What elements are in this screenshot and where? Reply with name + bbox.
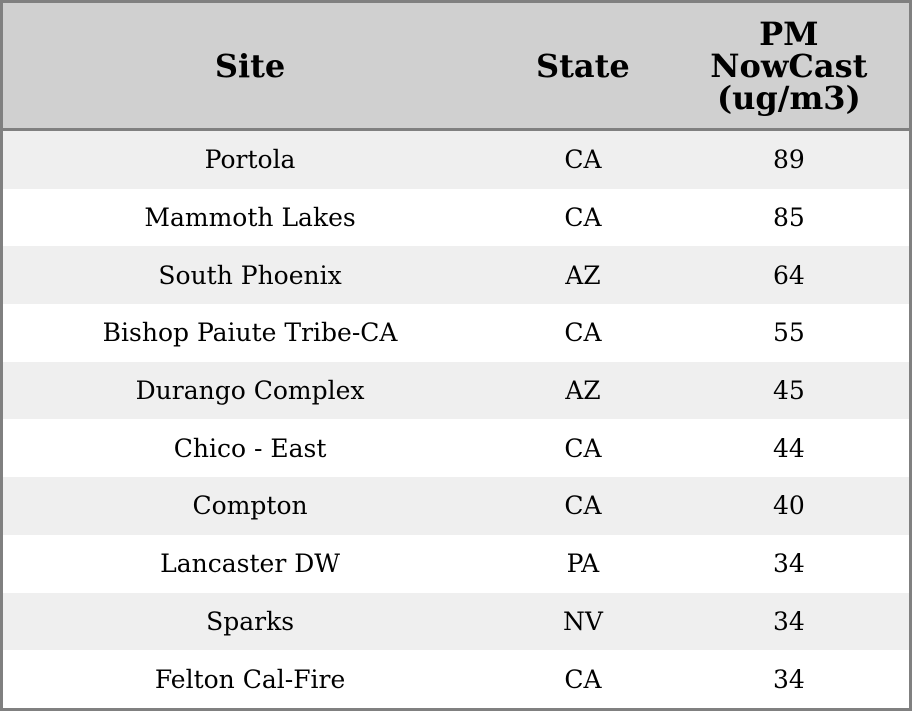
table-row: Mammoth Lakes CA 85 <box>2 189 911 247</box>
cell-site: Mammoth Lakes <box>144 203 356 233</box>
cell-state: CA <box>564 203 602 233</box>
cell-pm: 34 <box>772 664 805 694</box>
cell-state: CA <box>564 433 602 463</box>
cell-site: Portola <box>1 129 498 189</box>
header-row: Site State PM NowCast (ug/m3) <box>1 1 911 131</box>
cell-pm: 44 <box>772 433 805 463</box>
cell-state: AZ <box>497 246 669 305</box>
cell-state: CA <box>497 477 669 535</box>
header-pm-line3: (ug/m3) <box>716 78 861 117</box>
cell-state: PA <box>566 549 600 579</box>
cell-state: CA <box>564 318 602 348</box>
cell-site: Bishop Paiute Tribe-CA <box>102 318 398 348</box>
table-row: Durango Complex AZ 45 <box>1 361 911 420</box>
cell-pm: 34 <box>772 549 805 579</box>
cell-pm: 34 <box>668 592 911 651</box>
table-row: Bishop Paiute Tribe-CA CA 55 <box>2 304 911 362</box>
header-site: Site <box>1 1 498 131</box>
cell-pm: 89 <box>668 129 911 189</box>
table-row: Felton Cal-Fire CA 34 <box>2 650 911 709</box>
cell-pm: 40 <box>668 477 911 535</box>
cell-state: CA <box>564 664 602 694</box>
cell-state: AZ <box>497 361 669 420</box>
cell-site: Felton Cal-Fire <box>154 664 346 694</box>
cell-site: Durango Complex <box>1 361 498 420</box>
header-pm-line1: PM <box>759 14 819 53</box>
cell-site: Lancaster DW <box>160 549 340 579</box>
cell-pm: 85 <box>772 203 805 233</box>
cell-site: Chico - East <box>173 433 327 463</box>
header-state: State <box>497 1 669 131</box>
cell-pm: 55 <box>772 318 805 348</box>
header-pm-line2: NowCast <box>710 46 868 85</box>
table-row: Sparks NV 34 <box>1 592 911 651</box>
header-pm-nowcast: PM NowCast (ug/m3) <box>668 1 911 131</box>
cell-site: Sparks <box>1 592 498 651</box>
cell-state: CA <box>497 129 669 189</box>
cell-site: South Phoenix <box>1 246 498 305</box>
table-row: Chico - East CA 44 <box>2 419 911 477</box>
cell-site: Compton <box>1 477 498 535</box>
cell-pm: 45 <box>668 361 911 420</box>
cell-state: NV <box>497 592 669 651</box>
table-row: Lancaster DW PA 34 <box>2 535 911 593</box>
table-row: Portola CA 89 <box>1 129 911 189</box>
cell-pm: 64 <box>668 246 911 305</box>
table-row: Compton CA 40 <box>1 477 911 535</box>
table-row: South Phoenix AZ 64 <box>1 246 911 305</box>
